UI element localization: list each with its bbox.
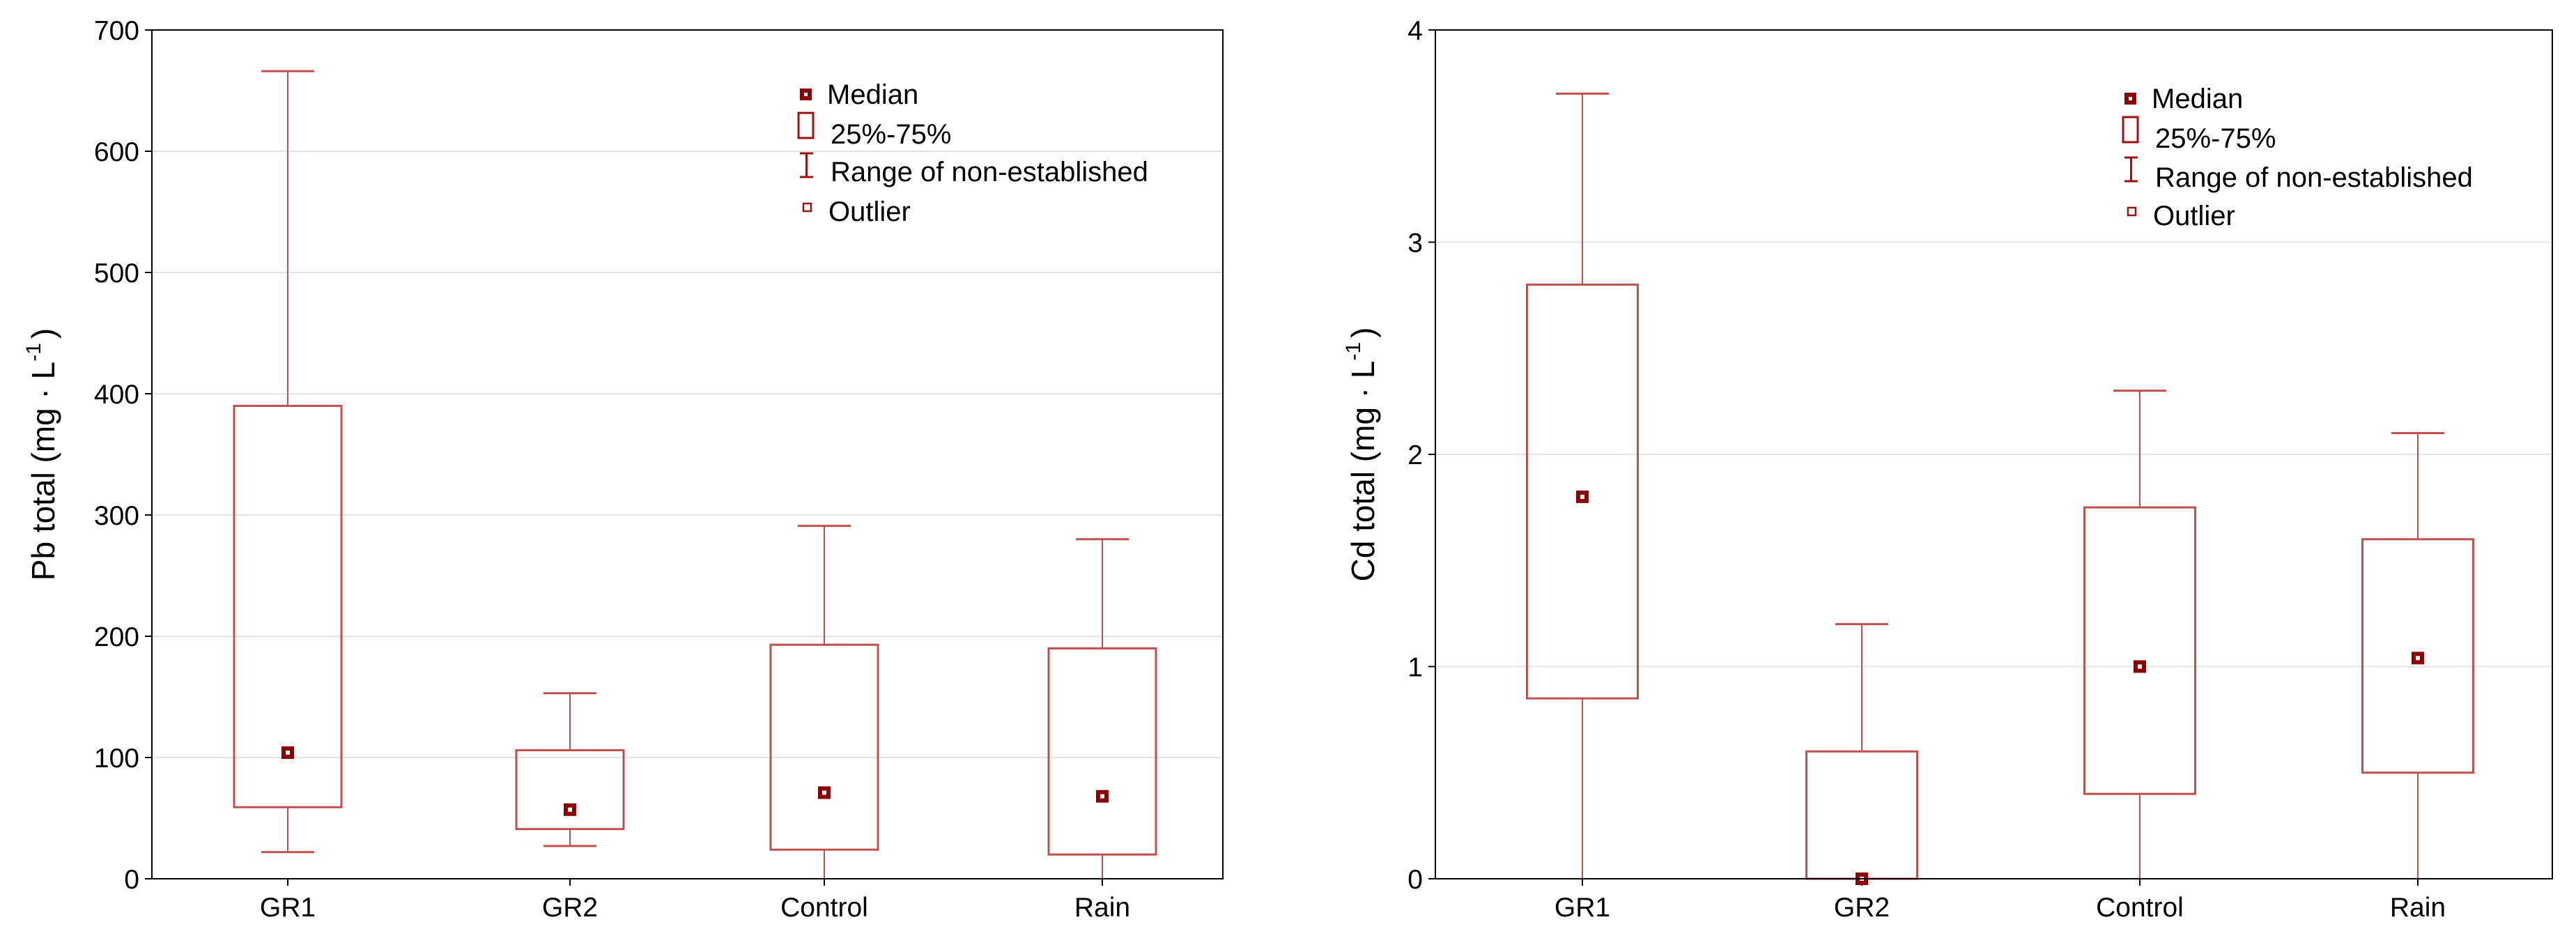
box-swatch-icon — [2122, 116, 2139, 144]
cd-x-tick-labels: GR1 GR2 Control Rain — [1555, 893, 2446, 923]
cd-rain-median-marker-center — [2416, 656, 2420, 661]
cd-x-tick-label: Rain — [2390, 893, 2446, 923]
pb-gr2-median-marker-center — [568, 807, 572, 812]
pb-y-tick-label: 700 — [94, 16, 139, 46]
pb-gridlines — [152, 151, 1223, 758]
pb-plot-frame — [151, 29, 1224, 879]
pb-x-tick-label: Rain — [1074, 893, 1130, 923]
cd-legend-box-label: 25%-75% — [2155, 123, 2276, 154]
cd-rain-iqr-box — [2361, 538, 2474, 774]
cd-y-axis-title: Cd total (mg · L-1) — [1342, 327, 1381, 581]
cd-y-ticks: 0 1 2 3 4 — [1407, 16, 2419, 895]
pb-box-series — [233, 70, 1157, 879]
pb-rain-iqr-box — [1047, 647, 1157, 856]
whisker-range-icon — [800, 152, 813, 178]
cd-legend-median-label: Median — [2152, 84, 2243, 114]
cd-gr2-iqr-box — [1805, 750, 1918, 880]
cd-box-series — [1526, 92, 2474, 885]
pb-x-tick-labels: GR1 GR2 Control Rain — [260, 893, 1130, 923]
pb-gr1-median-marker-center — [286, 751, 290, 755]
pb-y-tick-label: 200 — [94, 622, 139, 652]
pb-chart-panel: 0 100 200 300 400 500 600 700 GR1 GR2 Control R… — [22, 16, 1224, 923]
pb-legend-outlier-label: Outlier — [828, 197, 911, 227]
pb-y-axis-title-superscript: -1 — [22, 343, 45, 362]
pb-y-axis-title-close: ) — [25, 328, 61, 339]
outlier-marker-icon — [2127, 206, 2137, 217]
pb-y-tick-label: 400 — [94, 380, 139, 410]
cd-gridlines — [1435, 241, 2552, 668]
median-marker-icon-center — [804, 93, 808, 96]
pb-y-tick-label: 0 — [124, 865, 139, 895]
pb-rain-median-marker-center — [1100, 794, 1104, 799]
cd-legend-outlier-label: Outlier — [2153, 201, 2235, 231]
cd-gr1-median-marker-center — [1580, 494, 1584, 499]
pb-legend-range-label: Range of non-established — [831, 157, 1148, 187]
cd-y-tick-label: 3 — [1407, 229, 1423, 259]
cd-y-axis-title-close: ) — [1345, 327, 1381, 337]
whisker-range-icon — [2124, 156, 2138, 183]
pb-y-tick-label: 600 — [94, 137, 139, 167]
pb-y-axis-title: Pb total (mg · L-1) — [22, 328, 61, 581]
cd-y-tick-label: 0 — [1407, 865, 1423, 895]
outlier-marker-icon — [802, 202, 812, 213]
pb-legend-median-label: Median — [827, 79, 918, 110]
cd-legend-range-label: Range of non-established — [2155, 162, 2473, 193]
cd-gr1-iqr-box — [1526, 283, 1639, 700]
box-swatch-icon — [797, 112, 815, 139]
cd-chart-panel: 0 1 2 3 4 GR1 GR2 Control Rain Cd total (mg … — [1342, 16, 2553, 923]
cd-y-axis-title-main: Cd total (mg · L — [1345, 361, 1381, 582]
cd-control-iqr-box — [2083, 506, 2196, 795]
pb-gr1-iqr-box — [233, 404, 343, 808]
pb-control-median-marker-center — [822, 790, 826, 795]
pb-y-tick-label: 500 — [94, 259, 139, 289]
cd-x-tick-label: GR2 — [1834, 893, 1890, 923]
cd-y-axis-title-superscript: -1 — [1342, 342, 1365, 361]
pb-y-ticks: 0 100 200 300 400 500 600 700 — [94, 16, 1103, 895]
pb-legend: Median 25%-75% Range of non-established … — [797, 79, 1148, 227]
median-marker-icon-center — [2129, 97, 2132, 100]
pb-legend-box-label: 25%-75% — [831, 119, 951, 150]
pb-y-tick-label: 300 — [94, 501, 139, 531]
cd-y-tick-label: 2 — [1407, 440, 1423, 470]
pb-x-tick-label: GR2 — [542, 893, 598, 923]
pb-control-iqr-box — [769, 643, 879, 851]
pb-y-tick-label: 100 — [94, 744, 139, 774]
cd-plot-frame — [1435, 29, 2553, 879]
pb-gr2-iqr-box — [515, 749, 625, 831]
pb-x-tick-label: GR1 — [260, 893, 316, 923]
pb-x-tick-label: Control — [780, 893, 868, 923]
cd-control-median-marker-center — [2138, 664, 2142, 669]
cd-x-tick-label: Control — [2096, 893, 2184, 923]
cd-legend: Median 25%-75% Range of non-established … — [2122, 84, 2473, 231]
cd-x-tick-label: GR1 — [1555, 893, 1610, 923]
cd-y-tick-label: 1 — [1407, 653, 1423, 683]
cd-y-tick-label: 4 — [1407, 16, 1423, 46]
pb-y-axis-title-main: Pb total (mg · L — [25, 362, 61, 581]
